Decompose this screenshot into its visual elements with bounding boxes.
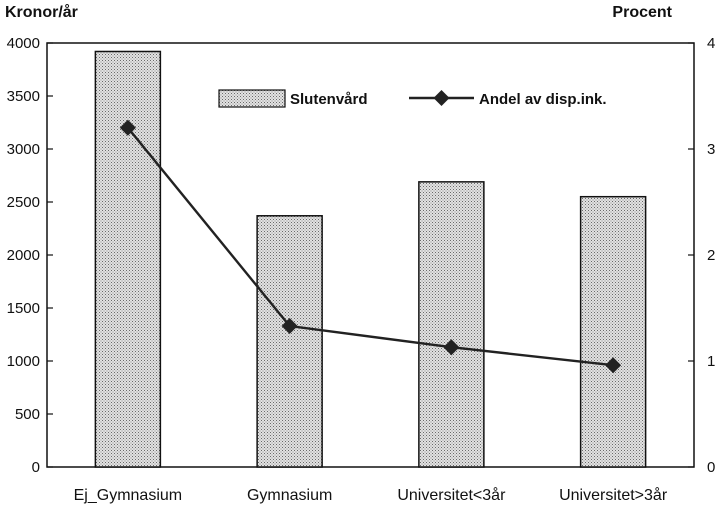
category-label: Universitet>3år: [559, 486, 668, 504]
left-tick-label: 2000: [7, 247, 40, 264]
bar-series: [94, 50, 647, 468]
legend-label-slutenvard: Slutenvård: [290, 91, 368, 108]
left-axis-title: Kronor/år: [5, 3, 78, 21]
left-tick-label: 0: [32, 459, 40, 476]
right-axis: 0 1 2 3 4: [688, 35, 715, 476]
left-tick-label: 500: [15, 406, 40, 423]
legend-marker-andel: [433, 90, 450, 106]
left-axis: 0 500 1000 1500 2000 2500 3000 3500 4000: [7, 35, 53, 476]
left-tick-label: 4000: [7, 35, 40, 52]
legend: Slutenvård Andel av disp.ink.: [218, 89, 607, 108]
right-tick-label: 0: [707, 459, 715, 476]
bar-2: [256, 215, 323, 468]
right-tick-label: 3: [707, 141, 715, 158]
category-axis: Ej_Gymnasium Gymnasium Universitet<3år Univ…: [74, 486, 668, 504]
category-label: Ej_Gymnasium: [74, 487, 182, 504]
line-marker-1: [119, 119, 136, 136]
legend-swatch-slutenvard: [218, 89, 286, 108]
left-tick-label: 1000: [7, 353, 40, 370]
legend-label-andel: Andel av disp.ink.: [479, 91, 607, 108]
bar-4: [579, 195, 647, 468]
left-tick-label: 3500: [7, 88, 40, 105]
line-marker-2: [281, 318, 298, 335]
bar-1: [94, 50, 162, 468]
right-axis-title: Procent: [612, 4, 672, 21]
line-marker-3: [443, 339, 460, 356]
right-tick-label: 1: [707, 353, 715, 370]
category-label: Gymnasium: [247, 487, 332, 504]
right-tick-label: 2: [707, 247, 715, 264]
right-tick-label: 4: [707, 35, 715, 52]
left-tick-label: 2500: [7, 194, 40, 211]
left-tick-label: 1500: [7, 300, 40, 317]
bar-3: [418, 181, 485, 468]
line-marker-4: [605, 357, 622, 374]
category-label: Universitet<3år: [397, 486, 506, 504]
left-tick-label: 3000: [7, 141, 40, 158]
line-series: [119, 119, 622, 374]
line-path: [126, 127, 614, 367]
